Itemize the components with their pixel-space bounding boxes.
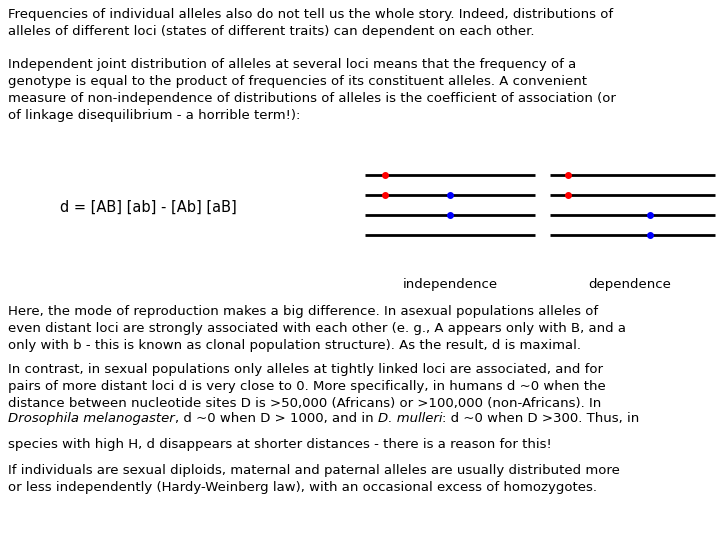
Text: Frequencies of individual alleles also do not tell us the whole story. Indeed, d: Frequencies of individual alleles also d… [8,8,613,38]
Text: Here, the mode of reproduction makes a big difference. In asexual populations al: Here, the mode of reproduction makes a b… [8,305,626,352]
Text: Independent joint distribution of alleles at several loci means that the frequen: Independent joint distribution of allele… [8,58,616,122]
Text: , d ~0 when D > 1000, and in: , d ~0 when D > 1000, and in [175,412,377,425]
Text: If individuals are sexual diploids, maternal and paternal alleles are usually di: If individuals are sexual diploids, mate… [8,464,620,494]
Text: independence: independence [402,278,498,291]
Text: d = [AB] [ab] - [Ab] [aB]: d = [AB] [ab] - [Ab] [aB] [60,200,237,215]
Text: : d ~0 when D >300. Thus, in: : d ~0 when D >300. Thus, in [442,412,639,425]
Text: dependence: dependence [588,278,672,291]
Text: In contrast, in sexual populations only alleles at tightly linked loci are assoc: In contrast, in sexual populations only … [8,363,606,410]
Text: D. mulleri: D. mulleri [377,412,442,425]
Text: Drosophila melanogaster: Drosophila melanogaster [8,412,175,425]
Text: species with high H, d disappears at shorter distances - there is a reason for t: species with high H, d disappears at sho… [8,438,552,451]
